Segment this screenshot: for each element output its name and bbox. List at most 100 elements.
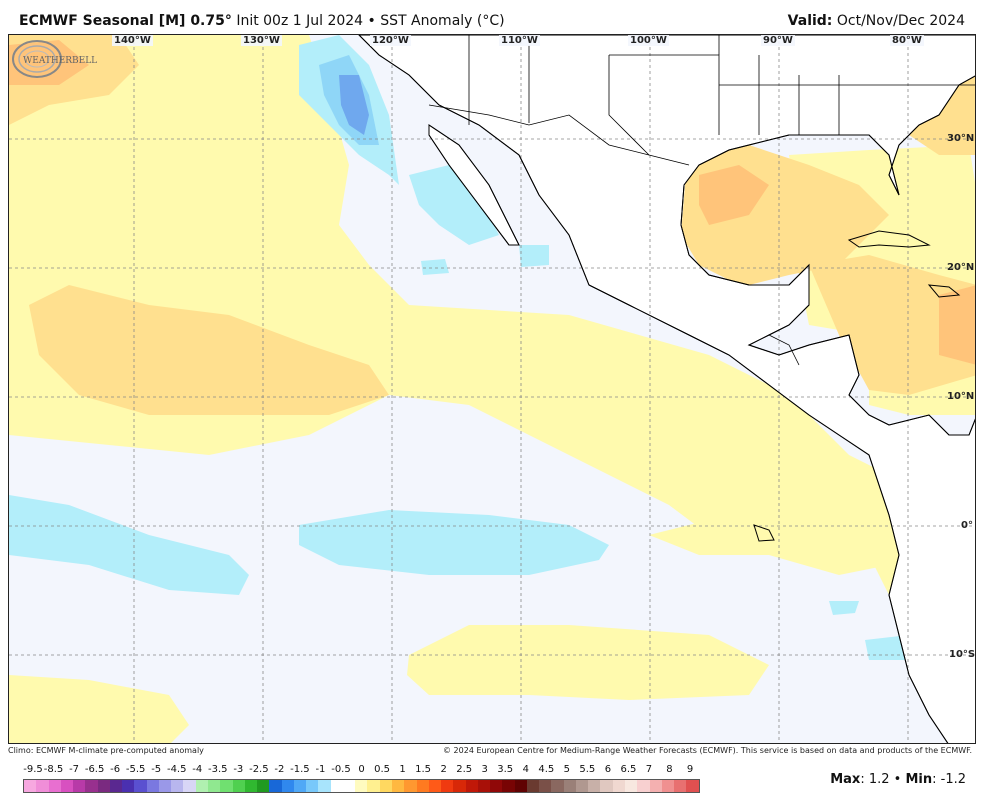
colorbar-tick: 7 (645, 764, 653, 775)
copyright-note: © 2024 European Centre for Medium-Range … (443, 746, 972, 755)
colorbar-tick-labels: -9.5 -8.5 -7 -6.5 -6 -5.5 -5 -4.5 -4 -3.5 -3 -2.5 -2… (23, 764, 700, 776)
colorbar-swatch (85, 780, 98, 792)
colorbar-swatch (379, 780, 392, 792)
max-value: 1.2 (868, 772, 890, 787)
warm-region-south (407, 625, 769, 700)
colorbar-swatch (453, 780, 466, 792)
colorbar-tick: -9.5 (23, 764, 43, 775)
colorbar-swatch (674, 780, 687, 792)
colorbar-swatch (686, 780, 699, 792)
colorbar-tick: -3.5 (208, 764, 228, 775)
field-name: SST Anomaly (°C) (380, 13, 505, 29)
lat-label-10s: 10°S (949, 649, 976, 660)
colorbar-swatch (48, 780, 61, 792)
colorbar-tick: -2 (274, 764, 285, 775)
colorbar-tick: -6.5 (84, 764, 105, 775)
logo-text: WEATHERBELL (23, 56, 97, 66)
colorbar-tick: 3 (481, 764, 488, 775)
colorbar-tick: 8 (666, 764, 673, 775)
weatherbell-logo: WEATHERBELL (12, 40, 97, 78)
min-value: -1.2 (940, 772, 966, 787)
colorbar-tick: 6.5 (620, 764, 637, 775)
map-canvas (9, 35, 975, 743)
colorbar-swatch (428, 780, 442, 792)
colorbar-swatch (330, 780, 343, 792)
cool3-baja (339, 75, 369, 135)
map-title: ECMWF Seasonal [M] 0.75° Init 00z 1 Jul … (19, 13, 505, 29)
colorbar-swatch (637, 780, 650, 792)
colorbar-swatch (281, 780, 294, 792)
colorbar-swatch (490, 780, 503, 792)
colorbar-swatch (60, 780, 74, 792)
map-footer: Climo: ECMWF M-climate pre-computed anom… (8, 746, 976, 758)
colorbar-swatch (146, 780, 159, 792)
colorbar-swatch (612, 780, 626, 792)
colorbar (23, 779, 700, 793)
colorbar-tick: -3 (233, 764, 244, 775)
colorbar-swatch (342, 780, 356, 792)
init-time: Init 00z 1 Jul 2024 (236, 13, 364, 29)
max-min-stats: Max: 1.2 • Min: -1.2 (830, 772, 966, 787)
climo-note: Climo: ECMWF M-climate pre-computed anom… (8, 746, 204, 755)
cool-region-small-3 (829, 601, 859, 615)
colorbar-swatch (416, 780, 429, 792)
min-label: Min (905, 772, 933, 787)
warm3-northwest (9, 40, 89, 85)
colorbar-swatch (134, 780, 147, 792)
lat-label-0: 0° (961, 520, 973, 531)
colorbar-swatch (539, 780, 552, 792)
colorbar-swatch (269, 780, 282, 792)
valid-label: Valid: (787, 13, 833, 29)
colorbar-swatch (404, 780, 417, 792)
colorbar-swatch (306, 780, 319, 792)
coastlines (358, 35, 975, 743)
colorbar-tick: -2.5 (249, 764, 269, 775)
cool-region-equator-central (299, 510, 609, 575)
colorbar-swatch (514, 780, 527, 792)
colorbar-tick: 2.5 (456, 764, 473, 775)
colorbar-swatch (220, 780, 233, 792)
colorbar-tick: 5.5 (579, 764, 596, 775)
colorbar-tick: 0.5 (374, 764, 390, 775)
colorbar-tick: 2 (440, 764, 447, 775)
colorbar-tick: 9 (686, 764, 694, 775)
lon-label-90w: 90°W (761, 35, 795, 46)
colorbar-swatch (232, 780, 245, 792)
cool-anomaly-layer-3 (339, 75, 369, 135)
lon-label-140w: 140°W (112, 35, 153, 46)
colorbar-tick: -0.5 (331, 764, 351, 775)
colorbar-swatch (649, 780, 662, 792)
colorbar-swatch (625, 780, 638, 792)
colorbar-tick: -5.5 (125, 764, 146, 775)
model-name: ECMWF Seasonal [M] 0.75 (19, 13, 225, 29)
colorbar-swatch (367, 780, 380, 792)
warm-region-north (9, 35, 909, 595)
graticule (9, 35, 975, 743)
lat-label-10n: 10°N (947, 391, 975, 402)
colorbar-tick: -7 (69, 764, 80, 775)
colorbar-tick: -4 (192, 764, 203, 775)
lat-label-20n: 20°N (947, 262, 975, 273)
cool-region-small-2 (519, 245, 549, 267)
lon-label-130w: 130°W (241, 35, 282, 46)
valid-value: Oct/Nov/Dec 2024 (836, 13, 965, 29)
warm-region-southwest (9, 675, 189, 743)
colorbar-swatch (97, 780, 110, 792)
lon-label-80w: 80°W (890, 35, 924, 46)
colorbar-swatch (36, 780, 49, 792)
colorbar-tick: -1 (315, 764, 326, 775)
colorbar-tick: 1 (399, 764, 406, 775)
colorbar-swatch (109, 780, 123, 792)
colorbar-swatch (661, 780, 675, 792)
colorbar-swatch (318, 780, 331, 792)
colorbar-swatch (551, 780, 564, 792)
colorbar-swatch (465, 780, 478, 792)
colorbar-tick: -4.5 (166, 764, 187, 775)
cool-region-small-1 (421, 259, 449, 275)
colorbar-swatch (293, 780, 307, 792)
colorbar-tick: 4.5 (538, 764, 555, 775)
colorbar-swatch (158, 780, 172, 792)
colorbar-tick: 3.5 (497, 764, 514, 775)
colorbar-tick: -8.5 (43, 764, 64, 775)
lon-label-110w: 110°W (499, 35, 540, 46)
